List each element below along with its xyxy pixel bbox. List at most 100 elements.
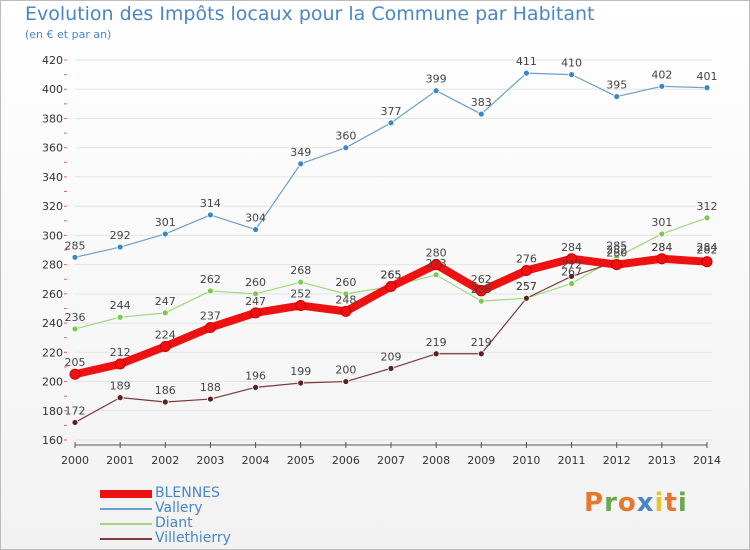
legend-swatch (100, 489, 152, 498)
x-tick-label-2005: 2005 (287, 454, 315, 467)
x-tick-label-2012: 2012 (603, 454, 631, 467)
data-label-vallery-2006: 360 (335, 130, 356, 143)
data-label-vallery-2001: 292 (110, 229, 131, 242)
data-point-diant-2003 (207, 287, 214, 295)
data-label-blennes-2002: 224 (155, 328, 176, 341)
data-point-villethierry-2009 (477, 350, 485, 358)
y-tick-label-300: 300 (42, 229, 63, 242)
axes: 160 180 200 220 240 260 280 300 320 340 360 380 400 4… (42, 54, 721, 467)
data-label-vallery-2013: 402 (651, 68, 672, 81)
data-point-blennes-2013 (656, 253, 668, 265)
data-point-diant-2009 (477, 297, 485, 305)
data-label-diant-2010: 257 (516, 280, 537, 293)
logo-letter: t (664, 488, 678, 518)
data-label-vallery-2002: 301 (155, 216, 176, 229)
y-tick-label-360: 360 (42, 142, 63, 155)
y-tick-label-200: 200 (42, 376, 63, 389)
data-point-villethierry-2008 (432, 350, 440, 358)
data-label-blennes-2014: 282 (697, 244, 718, 257)
logo-letter: i (654, 488, 665, 518)
y-tick-label-260: 260 (42, 288, 63, 301)
x-tick-label-2007: 2007 (377, 454, 405, 467)
data-point-blennes-2004 (250, 307, 262, 319)
data-point-blennes-2011 (566, 253, 578, 265)
data-label-villethierry-2012: 282 (606, 244, 627, 257)
y-tick-label-280: 280 (42, 259, 63, 272)
data-label-blennes-2010: 276 (516, 252, 537, 265)
data-label-villethierry-2003: 188 (200, 381, 221, 394)
data-point-diant-2013 (658, 230, 666, 238)
data-label-vallery-2011: 410 (561, 57, 582, 70)
data-point-villethierry-2000 (71, 419, 79, 426)
data-label-blennes-2011: 284 (561, 241, 582, 254)
legend-swatch (100, 537, 152, 540)
data-label-blennes-2005: 252 (290, 288, 311, 301)
grid-lines (75, 59, 712, 441)
data-point-blennes-2014 (701, 256, 713, 268)
data-point-vallery-2000 (71, 253, 79, 261)
data-label-blennes-2000: 205 (65, 356, 86, 369)
data-point-vallery-2013 (658, 82, 666, 90)
data-label-villethierry-2007: 209 (381, 350, 402, 363)
data-label-vallery-2003: 314 (200, 197, 221, 210)
data-point-vallery-2002 (161, 230, 169, 238)
x-tick-label-2004: 2004 (242, 454, 270, 467)
data-label-vallery-2012: 395 (606, 79, 627, 92)
data-label-blennes-2004: 247 (245, 295, 266, 308)
data-label-diant-2000: 236 (65, 311, 86, 324)
data-label-villethierry-2013: 284 (651, 241, 672, 254)
data-label-villethierry-2004: 196 (245, 369, 266, 382)
data-point-villethierry-2003 (207, 395, 214, 403)
data-label-vallery-2004: 304 (245, 212, 266, 225)
x-tick-label-2013: 2013 (648, 454, 676, 467)
data-label-blennes-2012: 280 (606, 247, 627, 260)
data-point-blennes-2008 (430, 259, 442, 271)
data-point-diant-2008 (432, 271, 440, 279)
data-label-blennes-2007: 265 (381, 269, 402, 282)
y-tick-label-180: 180 (42, 405, 63, 418)
x-tick-label-2003: 2003 (196, 454, 224, 467)
x-tick-label-2000: 2000 (61, 454, 89, 467)
data-point-blennes-2006 (340, 305, 352, 317)
data-label-diant-2013: 301 (651, 216, 672, 229)
data-point-blennes-2009 (475, 285, 487, 297)
data-label-villethierry-2002: 186 (155, 384, 176, 397)
data-point-diant-2004 (252, 290, 259, 298)
data-point-diant-2001 (116, 313, 124, 321)
y-tick-label-220: 220 (42, 346, 63, 359)
proxiti-logo: Proxiti (584, 488, 688, 518)
data-label-diant-2011: 267 (561, 266, 582, 279)
y-tick-label-340: 340 (42, 171, 63, 184)
data-label-vallery-2005: 349 (290, 146, 311, 159)
data-label-villethierry-2000: 172 (65, 404, 86, 417)
data-point-villethierry-2004 (252, 383, 259, 391)
data-label-vallery-2010: 411 (516, 55, 537, 68)
data-point-vallery-2010 (523, 69, 530, 77)
logo-letter: i (677, 488, 688, 518)
legend-label: BLENNES (155, 485, 220, 501)
x-tick-label-2006: 2006 (332, 454, 360, 467)
data-labels: 285 292 301 314 304 349 360 377 399 383 411 410 395 4… (65, 55, 718, 417)
y-tick-label-400: 400 (42, 83, 63, 96)
y-tick-label-420: 420 (42, 54, 63, 67)
data-label-villethierry-2010: 257 (516, 280, 537, 293)
data-label-blennes-2003: 237 (200, 309, 221, 322)
data-label-diant-2003: 262 (200, 273, 221, 286)
data-point-vallery-2009 (477, 110, 485, 118)
data-point-villethierry-2006 (342, 378, 350, 385)
data-label-diant-2009: 255 (471, 283, 492, 296)
data-label-villethierry-2005: 199 (290, 365, 311, 378)
logo-letter: r (604, 488, 618, 518)
y-tick-label-160: 160 (42, 434, 63, 447)
data-point-villethierry-2011 (568, 272, 575, 280)
data-label-diant-2002: 247 (155, 295, 176, 308)
data-point-vallery-2003 (207, 211, 214, 219)
data-point-diant-2006 (342, 290, 350, 298)
legend-swatch (100, 507, 152, 510)
data-point-vallery-2004 (252, 226, 259, 233)
data-point-villethierry-2010 (523, 294, 530, 302)
x-tick-label-2011: 2011 (558, 454, 586, 467)
data-label-diant-2006: 260 (335, 276, 356, 289)
data-label-villethierry-2011: 272 (561, 258, 582, 271)
legend-swatch (100, 522, 152, 525)
